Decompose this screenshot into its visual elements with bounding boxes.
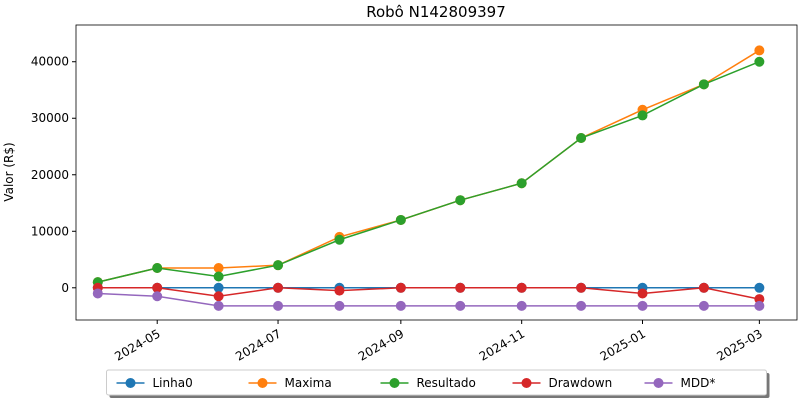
series-marker (516, 300, 527, 311)
series-marker (698, 300, 709, 311)
series-marker (576, 282, 587, 293)
series-marker (698, 79, 709, 90)
series-marker (754, 56, 765, 67)
y-tick-label: 40000 (31, 55, 69, 69)
series-marker (152, 263, 163, 274)
series-marker (213, 282, 224, 293)
plot-area (92, 45, 765, 311)
series-marker (698, 282, 709, 293)
series-marker (576, 133, 587, 144)
x-tick-label: 2024-11 (477, 326, 527, 363)
series-marker (334, 285, 345, 296)
y-tick-label: 30000 (31, 111, 69, 125)
x-tick-label: 2024-09 (356, 326, 406, 363)
legend-marker (653, 378, 664, 388)
chart-title: Robô N142809397 (366, 3, 506, 21)
legend-marker (125, 378, 136, 388)
series-marker (395, 300, 406, 311)
series-marker (273, 260, 284, 271)
y-tick-label: 20000 (31, 168, 69, 182)
series-marker (516, 282, 527, 293)
y-tick-label: 10000 (31, 224, 69, 238)
series-marker (152, 282, 163, 293)
series-marker (754, 300, 765, 311)
series-marker (213, 300, 224, 311)
series-line (97, 292, 760, 307)
series-marker (754, 282, 765, 293)
series-marker (213, 291, 224, 302)
x-tick-label: 2025-03 (714, 326, 764, 363)
series-marker (395, 282, 406, 293)
legend-label: Drawdown (549, 376, 613, 390)
x-tick-label: 2024-07 (233, 326, 283, 363)
legend-label: MDD* (681, 376, 716, 390)
series-marker (152, 291, 163, 302)
legend-label: Maxima (285, 376, 332, 390)
series-marker (637, 288, 648, 299)
series-marker (395, 214, 406, 225)
series-marker (455, 282, 466, 293)
series-line (97, 287, 760, 300)
series-marker (637, 110, 648, 121)
legend-marker (389, 378, 400, 388)
x-tick-label: 2025-01 (598, 326, 648, 363)
series-marker (576, 300, 587, 311)
series-marker (213, 263, 224, 274)
legend-label: Resultado (417, 376, 476, 390)
y-axis-label: Valor (R$) (2, 142, 16, 201)
series-marker (455, 300, 466, 311)
legend-marker (521, 378, 532, 388)
x-tick-label: 2024-05 (112, 326, 162, 363)
plot-frame (75, 24, 798, 321)
series-line (97, 61, 760, 283)
series-marker (273, 300, 284, 311)
series-marker (334, 300, 345, 311)
series-marker (334, 234, 345, 245)
y-tick-label: 0 (61, 281, 69, 295)
series-marker (273, 282, 284, 293)
legend-label: Linha0 (153, 376, 193, 390)
legend-box (106, 369, 767, 396)
series-marker (637, 300, 648, 311)
series-line (97, 49, 760, 283)
series-marker (213, 271, 224, 282)
series-marker (92, 288, 103, 299)
series-marker (754, 45, 765, 56)
series-marker (455, 195, 466, 206)
series-marker (516, 178, 527, 189)
legend-marker (257, 378, 268, 388)
